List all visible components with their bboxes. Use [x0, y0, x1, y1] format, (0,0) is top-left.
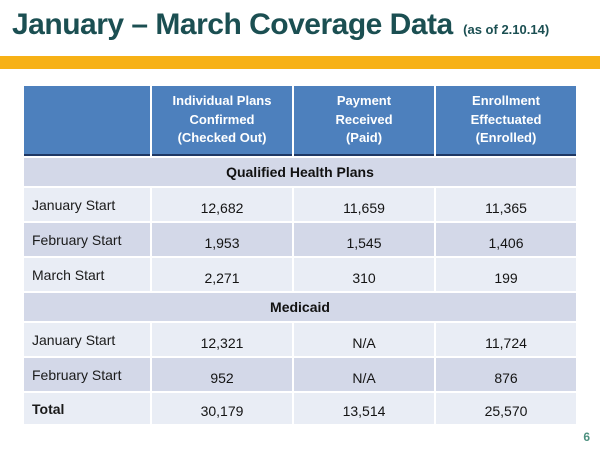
- coverage-table-container: Individual Plans Confirmed (Checked Out)…: [22, 84, 578, 426]
- cell-value: 2,271: [152, 258, 292, 291]
- page-title: January – March Coverage Data: [12, 8, 453, 41]
- cell-value: 1,545: [294, 223, 434, 256]
- cell-value: 11,365: [436, 188, 576, 221]
- page-number: 6: [583, 430, 590, 444]
- table-row: January Start 12,321 N/A 11,724: [24, 323, 576, 356]
- slide-header: January – March Coverage Data (as of 2.1…: [12, 8, 592, 42]
- cell-value: 876: [436, 358, 576, 391]
- cell-value: 11,659: [294, 188, 434, 221]
- total-row: Total 30,179 13,514 25,570: [24, 393, 576, 424]
- corner-header-cell: [24, 86, 150, 156]
- table-row: February Start 1,953 1,545 1,406: [24, 223, 576, 256]
- cell-value: 13,514: [294, 393, 434, 424]
- table-row: February Start 952 N/A 876: [24, 358, 576, 391]
- cell-value: 11,724: [436, 323, 576, 356]
- column-header-individual-plans: Individual Plans Confirmed (Checked Out): [152, 86, 292, 156]
- gold-divider-bar: [0, 56, 600, 69]
- row-label: January Start: [24, 188, 150, 221]
- column-header-enrollment-effectuated: Enrollment Effectuated (Enrolled): [436, 86, 576, 156]
- row-label: Total: [24, 393, 150, 424]
- cell-value: 952: [152, 358, 292, 391]
- cell-value: N/A: [294, 323, 434, 356]
- section-header-qhp: Qualified Health Plans: [24, 158, 576, 186]
- cell-value: N/A: [294, 358, 434, 391]
- cell-value: 1,406: [436, 223, 576, 256]
- coverage-table: Individual Plans Confirmed (Checked Out)…: [22, 84, 578, 426]
- cell-value: 30,179: [152, 393, 292, 424]
- row-label: March Start: [24, 258, 150, 291]
- row-label: February Start: [24, 358, 150, 391]
- cell-value: 25,570: [436, 393, 576, 424]
- cell-value: 199: [436, 258, 576, 291]
- section-label: Qualified Health Plans: [24, 158, 576, 186]
- row-label: January Start: [24, 323, 150, 356]
- section-header-medicaid: Medicaid: [24, 293, 576, 321]
- page-subtitle: (as of 2.10.14): [463, 22, 550, 37]
- column-header-payment-received: Payment Received (Paid): [294, 86, 434, 156]
- table-row: March Start 2,271 310 199: [24, 258, 576, 291]
- row-label: February Start: [24, 223, 150, 256]
- table-header-row: Individual Plans Confirmed (Checked Out)…: [24, 86, 576, 156]
- table-row: January Start 12,682 11,659 11,365: [24, 188, 576, 221]
- cell-value: 310: [294, 258, 434, 291]
- cell-value: 12,321: [152, 323, 292, 356]
- cell-value: 1,953: [152, 223, 292, 256]
- cell-value: 12,682: [152, 188, 292, 221]
- section-label: Medicaid: [24, 293, 576, 321]
